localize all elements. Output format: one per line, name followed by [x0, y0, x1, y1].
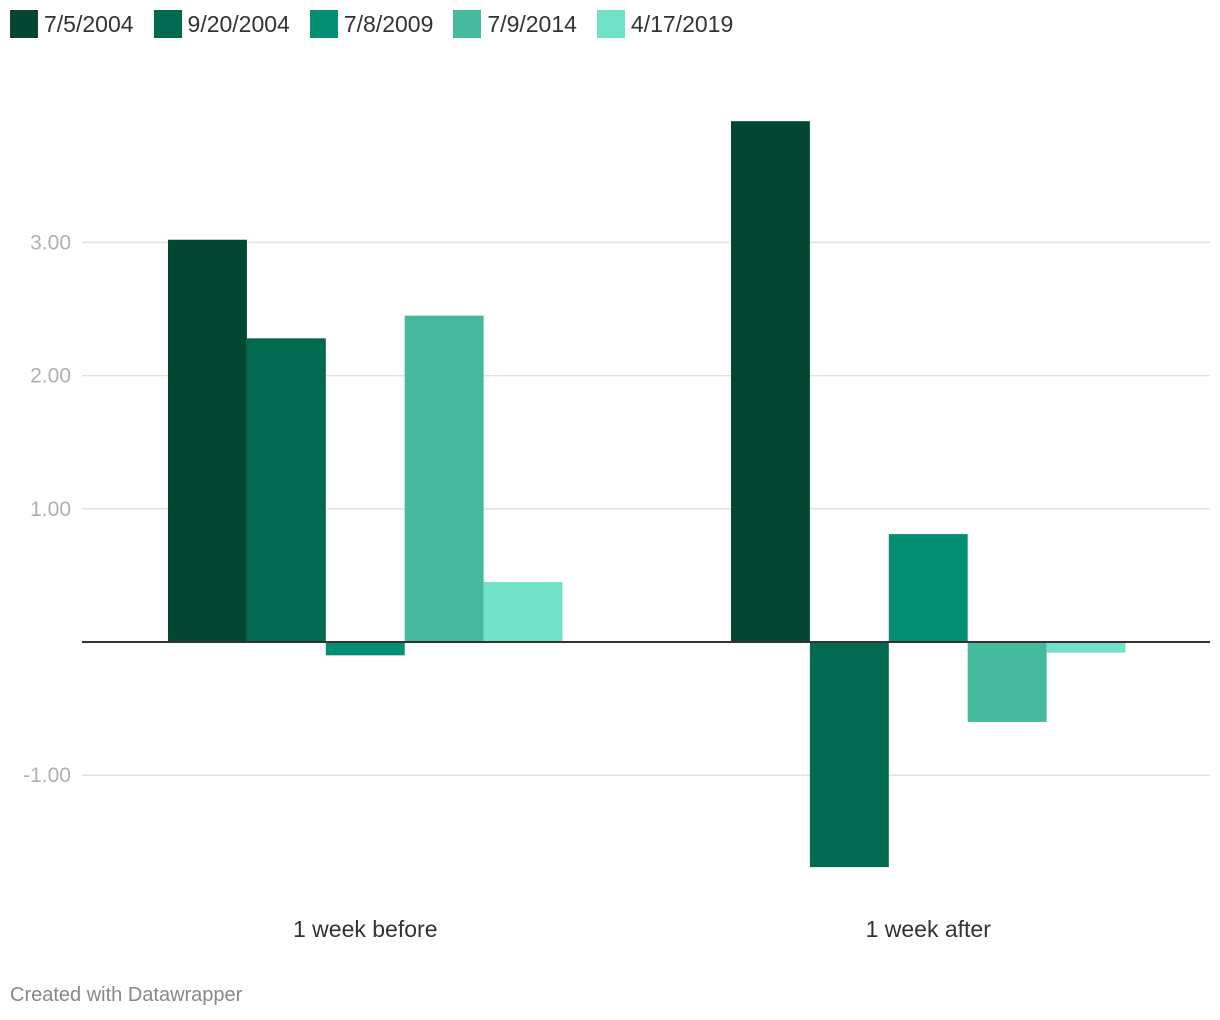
y-tick-label: 2.00: [30, 365, 71, 388]
chart-legend: 7/5/2004 9/20/2004 7/8/2009 7/9/2014 4/1…: [10, 10, 753, 38]
bar: [888, 534, 968, 642]
y-tick-label: -1.00: [23, 764, 71, 787]
footer-credit: Created with Datawrapper: [10, 984, 243, 1006]
bar: [1046, 642, 1126, 653]
y-tick-label: 1.00: [30, 498, 71, 521]
legend-swatch-4: [453, 10, 482, 38]
legend-label-5: 4/17/2019: [630, 10, 734, 37]
legend-item-3: 7/8/2009: [309, 10, 434, 38]
legend-swatch-1: [10, 10, 38, 38]
bar: [246, 338, 326, 642]
bar: [168, 239, 247, 642]
legend-swatch-5: [596, 10, 625, 38]
bar: [809, 642, 889, 868]
legend-item-4: 7/9/2014: [453, 10, 577, 38]
legend-label-3: 7/8/2009: [343, 10, 434, 37]
bar: [731, 121, 810, 643]
y-tick-label: 3.00: [30, 231, 71, 254]
x-tick-label: 1 week after: [866, 916, 992, 942]
legend-item-1: 7/5/2004: [10, 10, 134, 38]
legend-swatch-3: [309, 10, 338, 38]
bar: [967, 642, 1047, 722]
bar: [404, 315, 484, 642]
legend-label-4: 7/9/2014: [487, 10, 577, 37]
legend-swatch-2: [153, 10, 182, 38]
legend-label-1: 7/5/2004: [44, 10, 134, 37]
legend-label-2: 9/20/2004: [187, 10, 290, 37]
bar: [325, 642, 405, 656]
x-tick-label: 1 week before: [293, 916, 437, 942]
legend-item-5: 4/17/2019: [596, 10, 734, 38]
legend-item-2: 9/20/2004: [153, 10, 290, 38]
bar: [483, 582, 563, 642]
